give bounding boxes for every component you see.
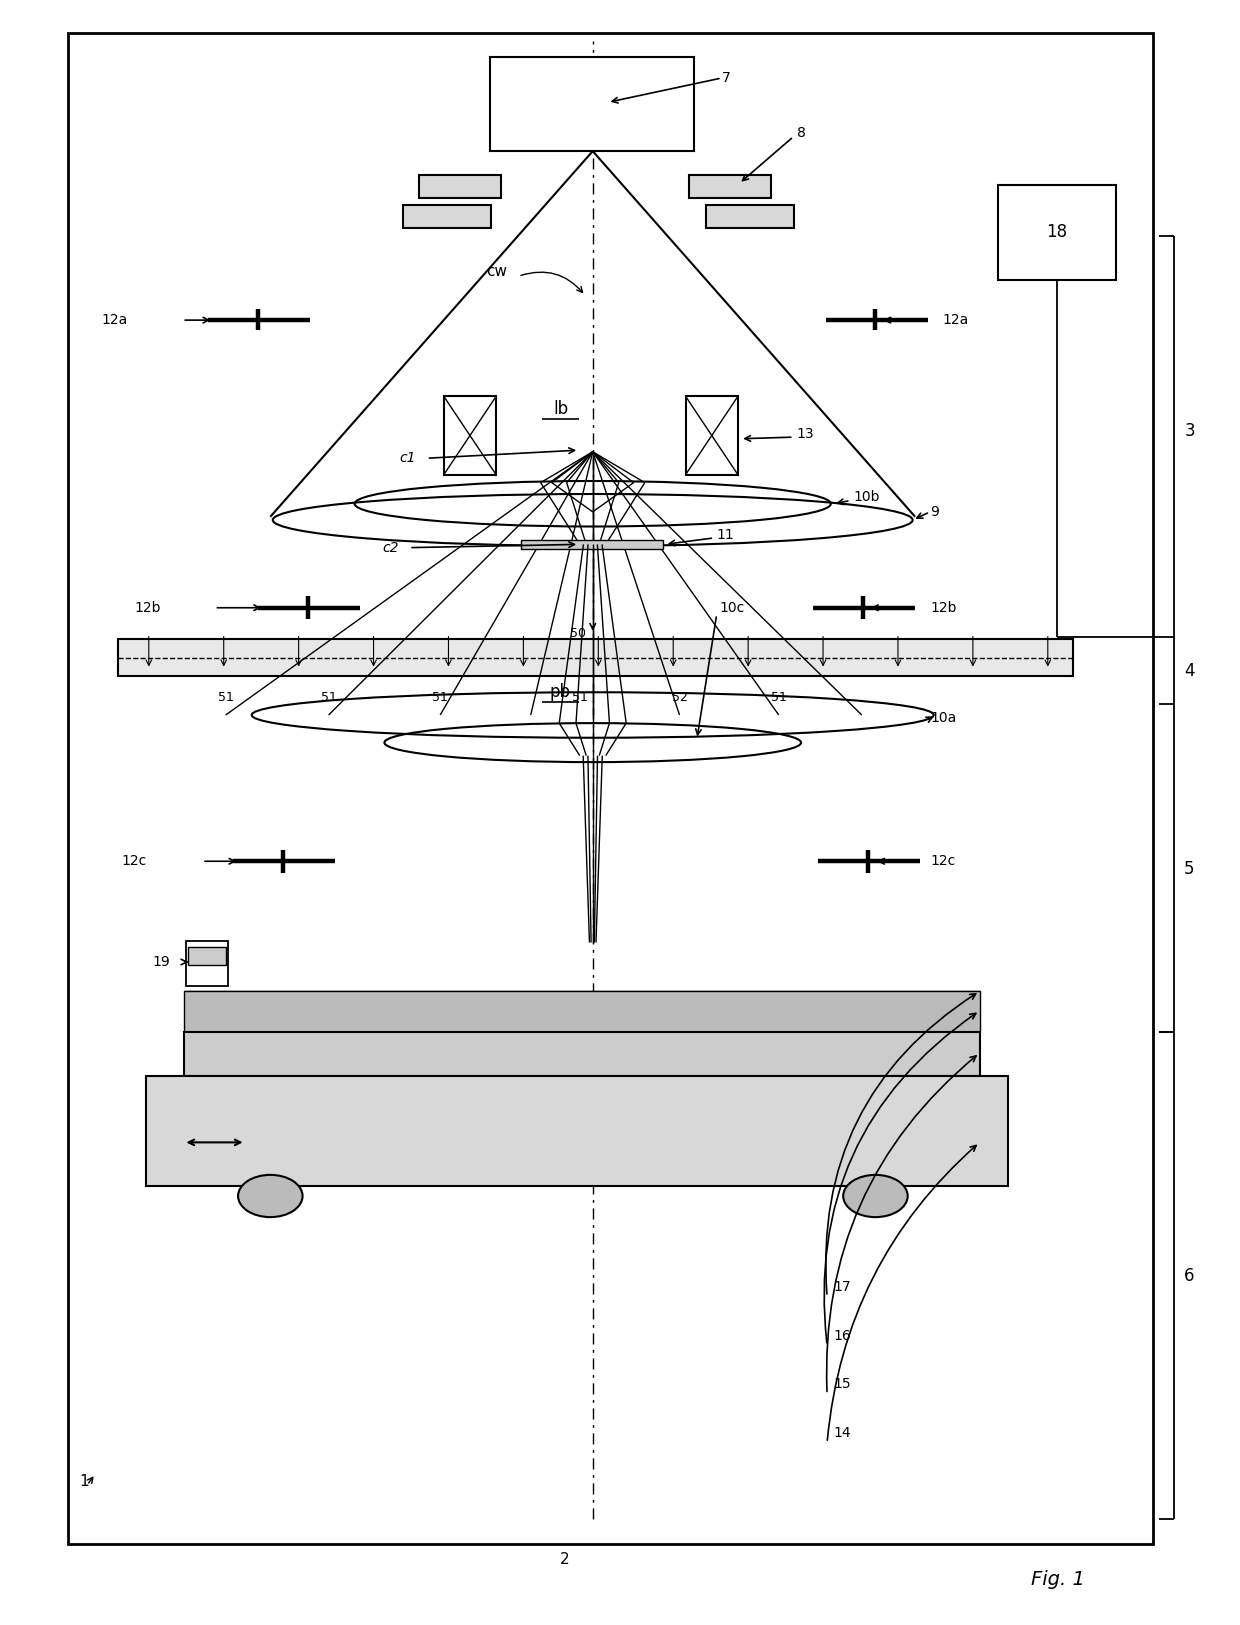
Text: 9: 9 [930,505,939,518]
Text: 4: 4 [1184,661,1194,681]
Text: 5: 5 [1184,860,1194,879]
Text: 12a: 12a [942,314,968,327]
Text: c2: c2 [382,541,398,554]
Text: 12b: 12b [930,601,956,614]
Text: 52: 52 [672,691,687,704]
Text: 13: 13 [796,427,813,440]
Bar [184,1032,980,1076]
Text: 51: 51 [573,691,588,704]
Text: 16: 16 [833,1329,851,1342]
Text: 51: 51 [321,691,336,704]
Text: lb: lb [553,400,568,419]
Text: 1: 1 [79,1474,89,1490]
Text: 50: 50 [570,627,585,640]
Bar [706,205,794,228]
Text: 12b: 12b [135,601,161,614]
Text: c1: c1 [399,452,415,465]
Text: 8: 8 [797,127,806,140]
Bar [521,540,663,549]
Bar [490,57,694,151]
Bar [419,176,501,198]
Text: 10c: 10c [719,601,744,614]
Bar [186,941,228,986]
Text: 10b: 10b [853,491,879,504]
Bar [403,205,491,228]
Text: 6: 6 [1184,1266,1194,1285]
Text: 12c: 12c [122,855,146,868]
Text: 2: 2 [559,1552,569,1568]
Text: 14: 14 [833,1427,851,1440]
Text: 19: 19 [153,956,170,968]
Text: 7: 7 [722,72,730,84]
Bar [118,639,1073,676]
Bar [686,396,738,474]
Text: 12c: 12c [930,855,955,868]
Ellipse shape [238,1175,303,1217]
Bar [68,32,1153,1544]
Text: 10a: 10a [930,712,956,725]
Bar [998,185,1116,280]
Text: 11: 11 [717,528,734,541]
Bar [444,396,496,474]
Text: 18: 18 [1047,223,1068,242]
Text: Fig. 1: Fig. 1 [1032,1570,1085,1589]
Text: 51: 51 [433,691,448,704]
Bar [146,1076,1008,1186]
Bar [184,991,980,1032]
Text: 15: 15 [833,1378,851,1391]
Ellipse shape [843,1175,908,1217]
Text: 17: 17 [833,1280,851,1294]
Bar [689,176,771,198]
Bar [188,947,226,965]
Text: 51: 51 [771,691,786,704]
Text: pb: pb [551,682,570,702]
Text: cw: cw [486,263,507,279]
Text: 51: 51 [218,691,233,704]
Text: 12a: 12a [102,314,128,327]
Text: 3: 3 [1184,421,1195,440]
